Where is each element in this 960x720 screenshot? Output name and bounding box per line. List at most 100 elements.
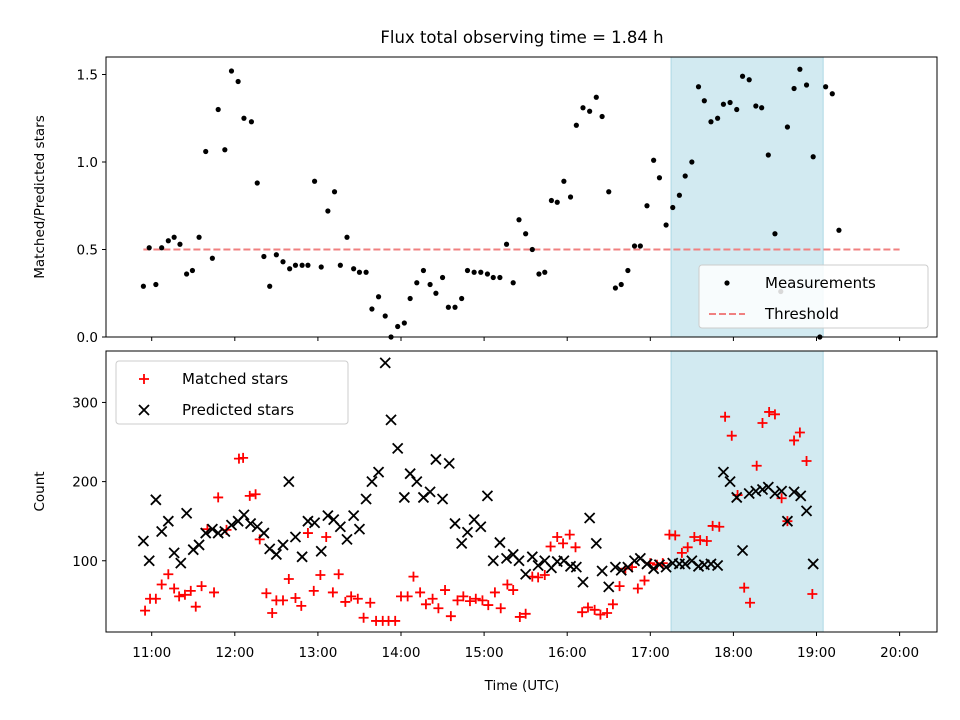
data-point [440,585,451,596]
y-tick-label: 1.0 [77,155,98,171]
data-point [241,115,247,121]
data-point [495,603,506,614]
data-point [165,238,171,244]
data-point [212,527,224,539]
data-point [452,304,458,310]
data-point [215,106,221,113]
data-point [554,199,560,205]
y-tick-label: 0.5 [77,243,98,259]
x-tick-label: 17:00 [631,645,670,661]
data-point [520,568,532,580]
data-point [567,194,574,200]
data-point [539,570,550,581]
axes-frame [105,56,938,338]
data-point [731,491,743,504]
data-point [193,539,205,551]
data-point [603,581,615,593]
data-point [743,487,755,500]
data-point [587,108,593,114]
count-panel: 100 200 300 11:00 12:00 13:00 14:00 15:00 16:00 1… [32,350,938,661]
y-tick-label: 0.0 [77,330,98,346]
data-point [470,593,481,604]
data-point [445,611,456,622]
data-point [321,532,332,543]
data-point [625,267,631,274]
data-point [196,234,202,240]
data-point [542,269,548,275]
data-point [352,593,363,604]
data-point [375,294,382,300]
data-point [171,234,177,240]
data-point [590,537,602,549]
data-point [209,587,220,598]
data-point [261,253,267,260]
data-point [580,105,586,111]
data-point [561,178,567,184]
data-point [599,113,605,120]
data-point [292,262,299,268]
data-point [607,599,618,610]
data-point [411,475,423,488]
data-point [420,599,431,610]
data-point [765,152,771,158]
data-point [379,357,391,369]
data-point [797,66,803,72]
data-point [663,222,669,228]
data-point [632,583,643,594]
data-point [244,490,255,501]
data-point [360,493,372,505]
data-point [753,103,759,109]
legend-marker [724,280,730,286]
data-point [487,555,499,567]
data-point [717,466,730,478]
legend-label: Measurements [765,274,876,292]
data-point [168,547,180,559]
data-point [570,542,581,553]
data-point [407,295,413,302]
data-point [464,267,471,274]
data-point [836,227,842,233]
data-point [414,280,420,286]
data-point [795,490,807,502]
data-point [408,571,419,582]
data-point [596,565,608,577]
data-point [163,569,174,580]
x-tick-label: 19:00 [797,645,836,661]
legend-box [115,360,349,425]
data-point [372,466,385,478]
data-point [776,493,787,504]
data-point [508,585,519,596]
data-point [137,535,150,547]
data-point [609,561,622,573]
data-point [644,203,650,209]
data-point [484,271,491,277]
data-point [739,73,746,79]
data-point [427,593,438,604]
ratio-panel: 0.0 0.5 1.0 1.5 Matched/Predicted stars Measu… [32,56,938,346]
data-point [270,548,282,561]
data-point [150,494,162,506]
data-point [283,475,295,488]
data-point [273,252,279,258]
data-point [464,596,475,607]
data-point [788,486,800,498]
data-point [287,266,293,272]
data-point [750,485,762,497]
data-point [526,551,538,563]
data-point [196,581,207,592]
data-point [415,587,426,598]
data-point [715,115,721,121]
data-point [705,558,717,570]
data-point [772,231,778,237]
data-point [150,593,161,604]
data-point [682,542,693,553]
data-point [254,180,260,186]
data-point [494,536,506,549]
data-point [720,411,731,422]
data-point [726,430,737,441]
data-point [209,255,215,261]
data-point [759,105,765,111]
data-point [483,600,494,611]
data-point [427,281,433,288]
data-point [156,579,167,590]
